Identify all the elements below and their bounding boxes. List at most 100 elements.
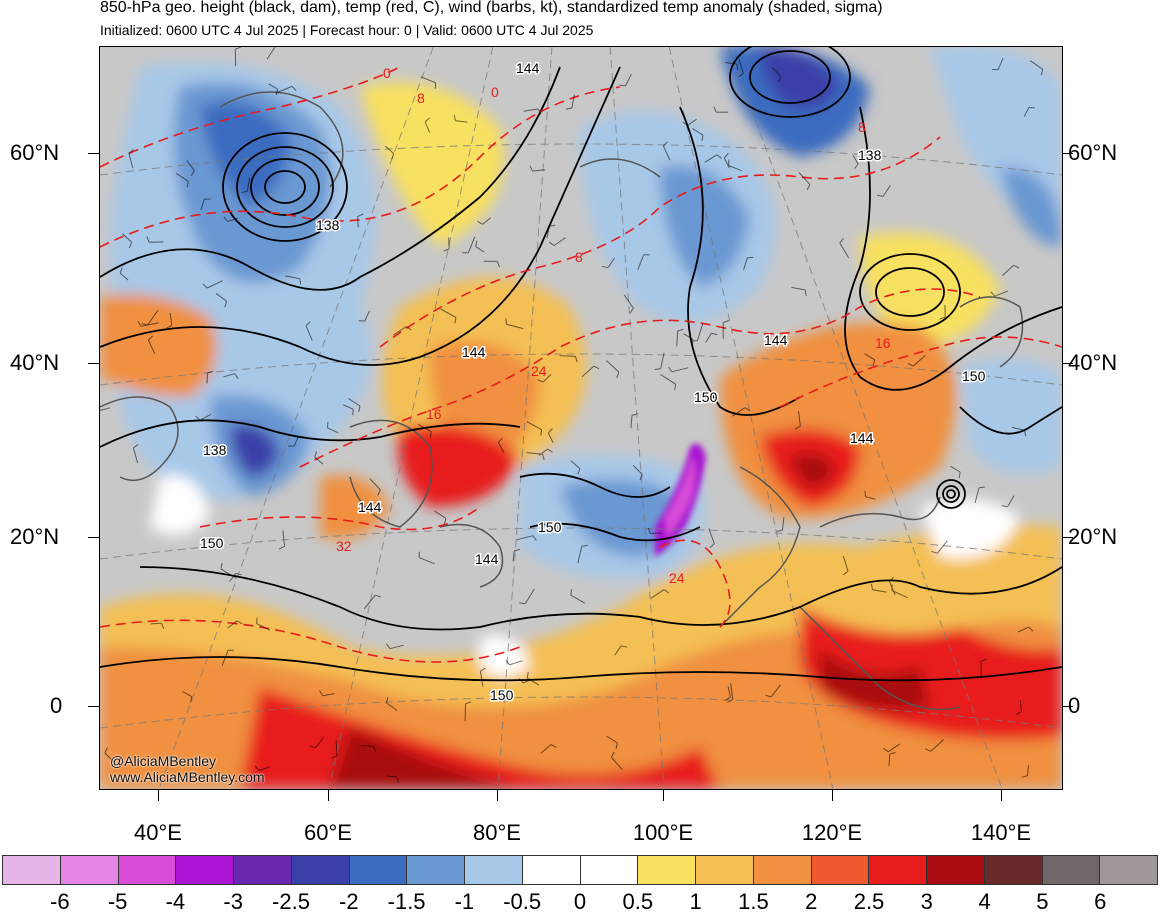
wind-barb-flag	[359, 321, 365, 322]
colorbar-tick-label: -2.5	[272, 889, 310, 915]
colorbar-tick-label: 0	[574, 889, 586, 915]
axis-tick	[88, 153, 99, 154]
wind-barb	[207, 373, 208, 384]
wind-barb-flag	[257, 618, 258, 624]
anomaly-map: 1441381381441381501441441501441501501441…	[100, 47, 1062, 789]
lat-label-60n-left: 60°N	[10, 140, 59, 166]
colorbar-swatch	[465, 856, 523, 884]
lat-label-eq-left: 0	[50, 693, 62, 719]
colorbar-tick-label: 5	[1036, 889, 1048, 915]
wind-barb	[889, 754, 890, 766]
lon-label-100e: 100°E	[633, 820, 693, 846]
wind-barb-flag	[431, 432, 432, 438]
height-contour-label: 138	[316, 217, 340, 233]
wind-barb	[651, 533, 662, 534]
chart-title: 850-hPa geo. height (black, dam), temp (…	[100, 0, 883, 17]
colorbar-tick-label: 2.5	[854, 889, 885, 915]
anomaly-colorbar	[2, 855, 1158, 885]
colorbar-swatch	[754, 856, 812, 884]
colorbar-swatch	[292, 856, 350, 884]
colorbar-swatch	[927, 856, 985, 884]
colorbar-swatch	[3, 856, 61, 884]
height-contour-label: 138	[203, 442, 227, 458]
credit-site: www.AliciaMBentley.com	[110, 769, 265, 785]
axis-tick	[1062, 706, 1073, 707]
height-contour-label: 150	[200, 535, 224, 551]
colorbar-swatch	[581, 856, 639, 884]
height-contour-label: 144	[516, 60, 540, 76]
lon-label-40e: 40°E	[134, 820, 182, 846]
temp-contour-label: 16	[426, 406, 442, 422]
colorbar-tick-label: -1	[455, 889, 475, 915]
axis-tick	[158, 789, 159, 801]
height-contour-label: 150	[538, 519, 562, 535]
axis-tick	[1001, 789, 1002, 801]
colorbar-tick-label: 6	[1094, 889, 1106, 915]
axis-tick	[88, 706, 99, 707]
lon-label-80e: 80°E	[473, 820, 521, 846]
axis-tick	[88, 363, 99, 364]
wind-barb	[151, 623, 162, 624]
colorbar-swatch	[638, 856, 696, 884]
temp-contour-label: 0	[491, 84, 499, 100]
lat-label-40n-left: 40°N	[10, 350, 59, 376]
colorbar-tick-label: 1.5	[738, 889, 769, 915]
colorbar-tick-label: 2	[805, 889, 817, 915]
lat-label-40n-right: 40°N	[1068, 350, 1117, 376]
axis-tick	[1062, 537, 1073, 538]
colorbar-tick-label: -5	[108, 889, 128, 915]
height-contour-label: 138	[858, 147, 882, 163]
wind-barb-flag	[506, 318, 507, 324]
axis-tick	[1062, 363, 1073, 364]
colorbar-swatch	[1043, 856, 1101, 884]
height-contour-label: 144	[462, 344, 486, 360]
colorbar-swatch	[696, 856, 754, 884]
colorbar-swatch	[407, 856, 465, 884]
temp-contour-label: 24	[531, 363, 547, 379]
colorbar-tick-label: 4	[978, 889, 990, 915]
height-contour-label: 144	[764, 332, 788, 348]
temp-contour-label: 32	[336, 538, 352, 554]
axis-tick	[328, 789, 329, 801]
lat-label-60n-right: 60°N	[1068, 140, 1117, 166]
colorbar-swatch	[812, 856, 870, 884]
colorbar-tick-label: -1.5	[388, 889, 426, 915]
wind-barb-flag	[620, 85, 626, 86]
temp-contour-label: 24	[669, 570, 685, 586]
wind-barb	[361, 746, 374, 747]
lat-label-20n-left: 20°N	[10, 524, 59, 550]
colorbar-swatch	[176, 856, 234, 884]
height-contour-label: 150	[962, 368, 986, 384]
colorbar-swatch	[869, 856, 927, 884]
colorbar-tick-label: -6	[50, 889, 70, 915]
axis-tick	[832, 789, 833, 801]
colorbar-tick-label: 0.5	[623, 889, 654, 915]
temp-contour-label: 8	[858, 119, 866, 135]
temp-contour-label: 0	[383, 65, 391, 81]
height-contour-label: 144	[475, 551, 499, 567]
colorbar-tick-label: -0.5	[503, 889, 541, 915]
axis-tick	[663, 789, 664, 801]
colorbar-tick-label: 3	[921, 889, 933, 915]
colorbar-swatch	[985, 856, 1043, 884]
temp-contour-label: 8	[575, 249, 583, 265]
colorbar-swatch	[1100, 856, 1157, 884]
lat-label-20n-right: 20°N	[1068, 524, 1117, 550]
wind-barb	[358, 216, 359, 227]
wind-barb	[449, 237, 450, 248]
colorbar-tick-label: -2	[339, 889, 359, 915]
colorbar-swatch	[61, 856, 119, 884]
lon-label-60e: 60°E	[304, 820, 352, 846]
height-contour-label: 150	[694, 389, 718, 405]
colorbar-swatch	[119, 856, 177, 884]
wind-barb-flag	[979, 487, 985, 488]
colorbar-swatch	[234, 856, 292, 884]
colorbar-swatch	[523, 856, 581, 884]
colorbar-tick-label: 1	[689, 889, 701, 915]
colorbar-swatch	[350, 856, 408, 884]
axis-tick	[88, 537, 99, 538]
colorbar-tick-label: -3	[223, 889, 243, 915]
axis-tick	[1062, 153, 1073, 154]
chart-subtitle: Initialized: 0600 UTC 4 Jul 2025 | Forec…	[100, 22, 593, 38]
